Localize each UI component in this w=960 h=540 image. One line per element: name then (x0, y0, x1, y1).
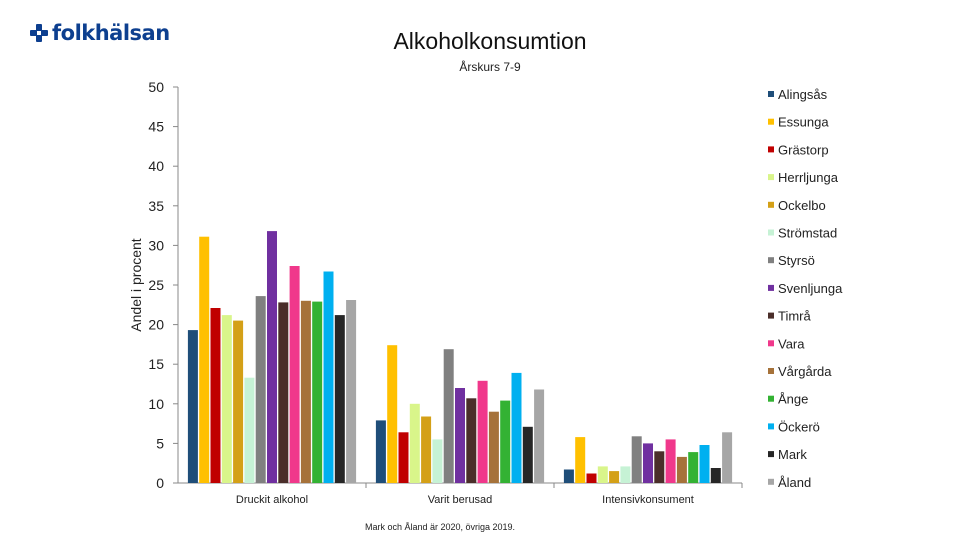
legend-swatch (768, 395, 774, 402)
bar (398, 432, 409, 483)
legend-label: Svenljunga (778, 281, 843, 296)
legend-label: Öckerö (778, 419, 820, 434)
bar (631, 436, 642, 483)
bar (421, 416, 432, 483)
folkhalsan-logo: folkhälsan (30, 20, 170, 46)
cross-icon (30, 24, 48, 42)
legend-label: Strömstad (778, 226, 837, 241)
y-tick-label: 5 (156, 435, 164, 451)
bar (455, 388, 465, 483)
chart-title: Alkoholkonsumtion (393, 28, 587, 54)
bar (289, 266, 300, 483)
bar (255, 296, 266, 483)
legend-label: Åland (778, 475, 811, 490)
bar (563, 469, 574, 483)
legend-swatch (768, 174, 774, 181)
legend-swatch (768, 451, 774, 458)
legend-swatch (768, 368, 774, 374)
legend-swatch (768, 284, 774, 291)
bar (233, 320, 244, 483)
x-tick-label: Varit berusad (428, 494, 493, 506)
bar (267, 231, 277, 483)
bar (488, 411, 499, 483)
legend-swatch (768, 478, 774, 485)
bar (665, 439, 676, 483)
bar (676, 456, 687, 483)
bar (654, 451, 665, 483)
legend-swatch (768, 229, 774, 236)
bar (346, 300, 357, 483)
chart-subtitle: Årskurs 7-9 (459, 60, 521, 74)
y-axis-title: Andel i procent (128, 238, 144, 332)
bar (387, 345, 398, 483)
bar (312, 301, 323, 483)
bar (210, 308, 221, 483)
bar (477, 380, 488, 483)
bar (597, 466, 608, 483)
bar (534, 389, 545, 483)
bar (375, 420, 386, 483)
legend-label: Mark (778, 447, 807, 462)
bar (643, 443, 653, 483)
bar (432, 439, 443, 483)
bar (710, 468, 721, 483)
x-tick-label: Intensivkonsument (602, 494, 694, 506)
bar (511, 372, 522, 483)
legend-label: Grästorp (778, 142, 829, 157)
y-tick-label: 50 (148, 79, 164, 95)
legend-label: Alingsås (778, 87, 828, 102)
y-tick-label: 0 (156, 475, 164, 491)
bar (575, 437, 586, 483)
bar (187, 330, 198, 483)
bar (699, 445, 710, 483)
y-tick-label: 30 (148, 237, 164, 253)
legend-swatch (768, 257, 774, 264)
legend-swatch (768, 201, 774, 208)
legend-swatch (768, 423, 774, 430)
bar (221, 315, 232, 483)
bar (278, 302, 289, 483)
bar (522, 426, 533, 483)
legend-label: Timrå (778, 309, 812, 324)
bar (300, 300, 311, 483)
bar (620, 466, 631, 483)
legend-label: Vårgårda (778, 364, 832, 379)
bar (586, 473, 597, 483)
y-tick-label: 45 (148, 119, 164, 135)
bar (722, 432, 733, 483)
bar (500, 400, 511, 483)
legend-label: Vara (778, 336, 805, 351)
legend-swatch (768, 340, 774, 347)
bar (443, 349, 454, 483)
legend-swatch (768, 91, 774, 97)
chart-footnote: Mark och Åland är 2020, övriga 2019. (364, 522, 516, 532)
bar (244, 377, 255, 483)
y-tick-label: 15 (148, 356, 164, 372)
bar (609, 471, 620, 483)
legend-label: Ockelbo (778, 198, 826, 213)
bar (688, 452, 699, 483)
legend-swatch (768, 118, 774, 125)
x-tick-label: Druckit alkohol (236, 494, 308, 506)
logo-text: folkhälsan (52, 21, 170, 45)
legend-label: Herrljunga (778, 170, 839, 185)
legend-label: Ånge (778, 392, 808, 407)
bar (409, 403, 420, 483)
legend-label: Essunga (778, 115, 829, 130)
y-tick-label: 40 (148, 158, 164, 174)
bar (466, 398, 477, 483)
legend-swatch (768, 146, 774, 153)
y-tick-label: 10 (148, 396, 164, 412)
legend-swatch (768, 312, 774, 319)
bar (199, 236, 210, 483)
y-tick-label: 25 (148, 277, 164, 293)
legend-label: Styrsö (778, 253, 815, 268)
y-tick-label: 20 (148, 317, 164, 333)
bar (323, 271, 334, 483)
y-tick-label: 35 (148, 198, 164, 214)
bar (334, 315, 345, 483)
